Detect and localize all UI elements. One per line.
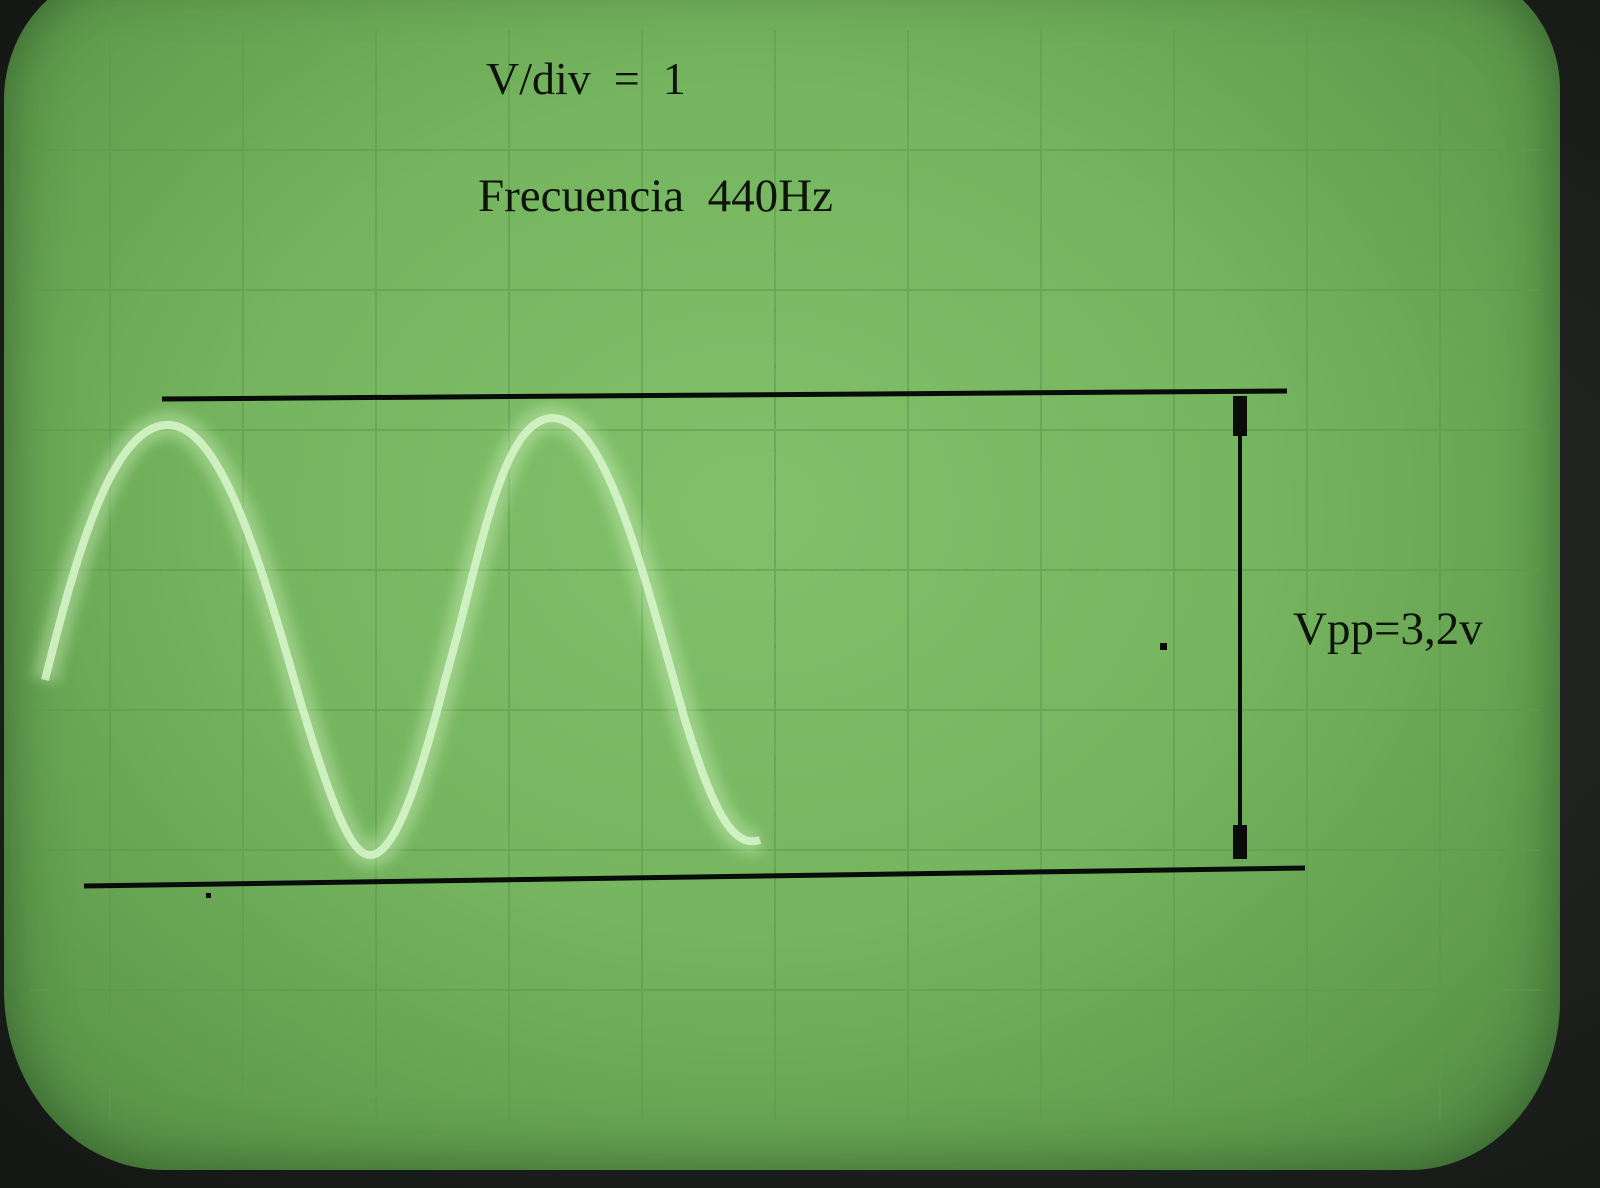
speck	[206, 893, 211, 898]
speck	[1160, 643, 1167, 650]
frequency-label: Frecuencia 440Hz	[478, 170, 833, 222]
volts-per-div-label: V/div = 1	[486, 53, 686, 104]
vpp-measure-cap-top	[1233, 396, 1247, 436]
vpp-measure-cap-bottom	[1233, 825, 1247, 859]
sine-trace	[41, 413, 762, 860]
sine-trace-glow	[32, 404, 765, 869]
top-peak-line	[161, 388, 1288, 402]
bottom-peak-line	[83, 865, 1306, 889]
vpp-label: Vpp=3,2v	[1293, 603, 1483, 655]
